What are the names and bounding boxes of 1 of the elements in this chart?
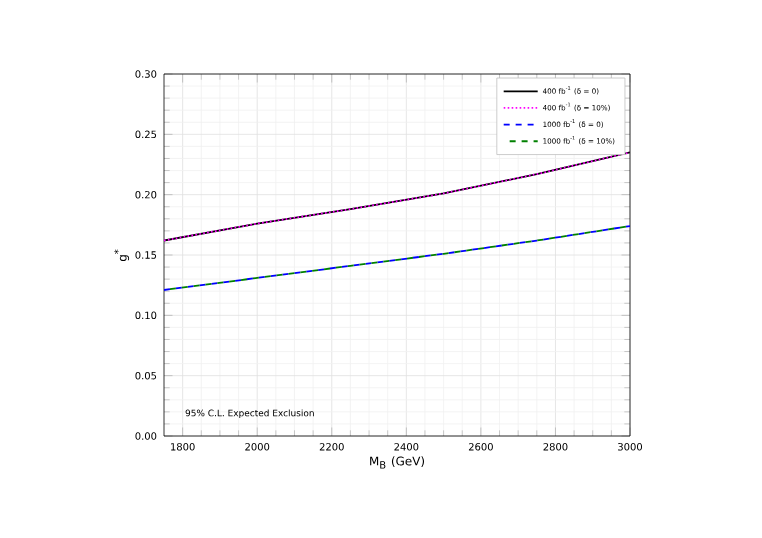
line-series	[164, 225, 631, 291]
